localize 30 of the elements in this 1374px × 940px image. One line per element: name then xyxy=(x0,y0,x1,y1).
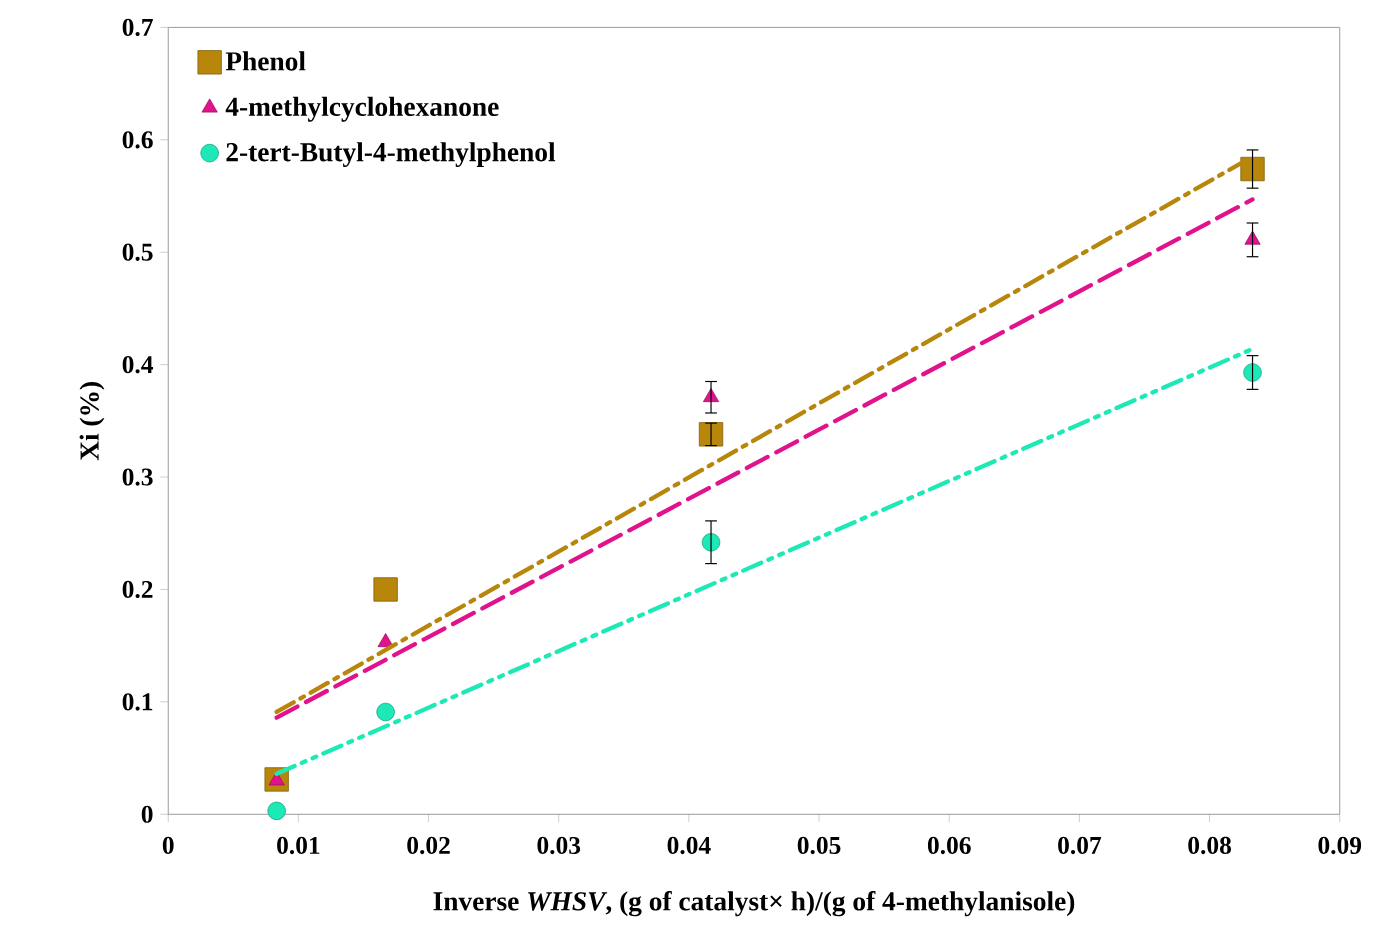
point xyxy=(1240,157,1265,182)
x-tick-label: 0.05 xyxy=(797,837,841,855)
point xyxy=(268,771,285,786)
legend-label: 2-tert-Butyl-4-methylphenol xyxy=(226,142,556,168)
y-tick-label: 0 xyxy=(141,805,153,824)
x-tick-label: 0.01 xyxy=(277,837,320,855)
point xyxy=(377,633,394,648)
x-tick-label: 0.04 xyxy=(667,837,711,855)
x-tick-label: 0.03 xyxy=(537,837,581,855)
legend-label: 4-methylcyclohexanone xyxy=(225,96,499,122)
legend-label: Phenol xyxy=(225,51,306,71)
x-tick-label: 0.09 xyxy=(1318,837,1362,855)
y-tick-label: 0.2 xyxy=(122,581,153,599)
point xyxy=(373,577,398,602)
point xyxy=(267,801,286,821)
y-tick-label: 0.7 xyxy=(122,18,153,37)
x-tick-label: 0 xyxy=(162,837,174,855)
y-tick-label: 0.5 xyxy=(122,243,153,262)
point xyxy=(1243,363,1262,382)
x-tick-label: 0.08 xyxy=(1188,837,1231,855)
y-axis-title: Xi (%) xyxy=(79,382,105,461)
x-axis-title: Inverse WHSV, (g of catalyst× h)/(g of 4-methylanisole) xyxy=(433,891,1075,917)
x-tick-label: 0.02 xyxy=(407,837,450,855)
y-tick-label: 0.3 xyxy=(122,468,153,486)
y-tick-label: 0.4 xyxy=(122,356,154,374)
point xyxy=(376,703,395,722)
x-tick-label: 0.06 xyxy=(927,837,971,855)
y-tick-label: 0.6 xyxy=(122,131,153,149)
x-tick-label: 0.07 xyxy=(1058,837,1102,855)
y-tick-label: 0.1 xyxy=(122,693,153,711)
